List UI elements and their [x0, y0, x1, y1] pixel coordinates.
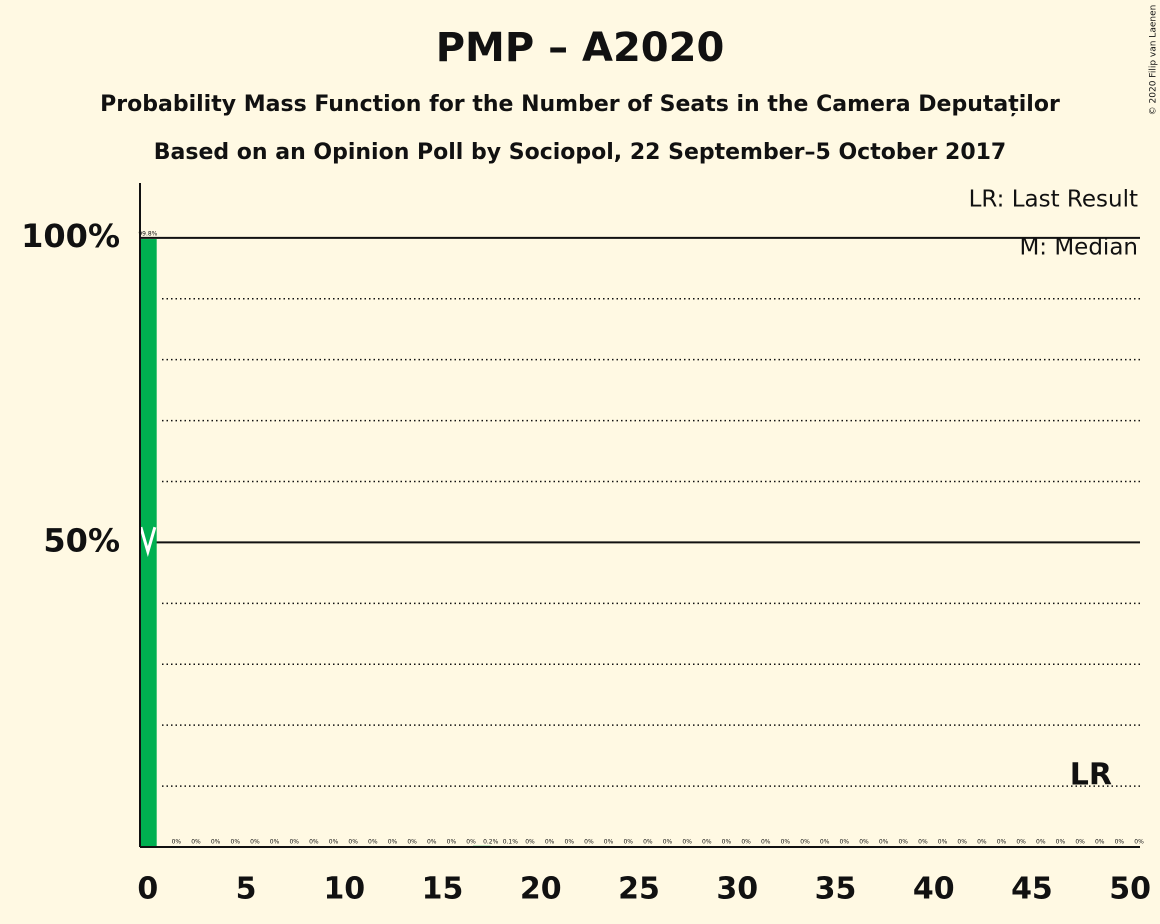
data-label: 0% [859, 839, 869, 846]
data-label: 0% [957, 839, 967, 846]
data-label: 0% [525, 839, 535, 846]
chart-title: PMP – A2020 [436, 25, 725, 71]
data-label: 0% [604, 839, 614, 846]
data-label: 0% [447, 839, 457, 846]
data-label: 0% [682, 839, 692, 846]
x-tick-label: 15 [422, 872, 464, 907]
data-label: 0% [565, 839, 575, 846]
data-label: 0% [270, 839, 280, 846]
data-label: 0% [623, 839, 633, 846]
data-label: 0% [1056, 839, 1066, 846]
x-tick-label: 50 [1109, 872, 1151, 907]
data-label: 0% [309, 839, 319, 846]
data-label: 0% [329, 839, 339, 846]
data-label: 0% [997, 839, 1007, 846]
x-tick-label: 10 [323, 872, 365, 907]
data-label: 0% [663, 839, 673, 846]
data-label: 0% [388, 839, 398, 846]
data-label: 0% [348, 839, 358, 846]
data-label: 0% [250, 839, 260, 846]
data-label: 0% [368, 839, 378, 846]
data-label: 0% [172, 839, 182, 846]
legend-entry: LR: Last Result [969, 187, 1138, 213]
data-label: 99.8% [138, 231, 157, 238]
chart-subtitle: Probability Mass Function for the Number… [100, 92, 1060, 117]
data-label: 0.2% [483, 839, 499, 846]
data-label: 0% [741, 839, 751, 846]
data-label: 0% [427, 839, 437, 846]
last-result-label: LR [1070, 758, 1112, 793]
data-label: 0% [1016, 839, 1026, 846]
x-tick-label: 30 [716, 872, 758, 907]
data-label: 0% [820, 839, 830, 846]
data-label: 0% [584, 839, 594, 846]
x-tick-label: 25 [618, 872, 660, 907]
data-label: 0% [879, 839, 889, 846]
data-label: 0% [231, 839, 241, 846]
data-label: 0% [800, 839, 810, 846]
data-label: 0% [545, 839, 555, 846]
y-tick-label: 100% [21, 217, 120, 255]
data-label: 0% [938, 839, 948, 846]
x-tick-label: 35 [815, 872, 857, 907]
data-label: 0% [466, 839, 476, 846]
data-label: 0% [702, 839, 712, 846]
data-label: 0% [1115, 839, 1125, 846]
legend-entry: M: Median [1019, 235, 1138, 261]
x-tick-label: 0 [137, 872, 158, 907]
bar [139, 239, 157, 847]
x-tick-label: 45 [1011, 872, 1053, 907]
data-label: 0% [1075, 839, 1085, 846]
data-label: 0% [761, 839, 771, 846]
y-tick-label: 50% [43, 521, 120, 559]
data-label: 0% [722, 839, 732, 846]
data-label: 0% [191, 839, 201, 846]
chart-subtitle: Based on an Opinion Poll by Sociopol, 22… [154, 140, 1007, 165]
data-label: 0% [918, 839, 928, 846]
x-tick-label: 40 [913, 872, 955, 907]
data-label: 0% [781, 839, 791, 846]
data-label: 0% [1095, 839, 1105, 846]
median-marker [139, 526, 157, 557]
data-label: 0% [643, 839, 653, 846]
data-label: 0% [211, 839, 221, 846]
data-label: 0% [1036, 839, 1046, 846]
x-tick-label: 20 [520, 872, 562, 907]
data-label: 0% [1134, 839, 1144, 846]
x-tick-label: 5 [236, 872, 257, 907]
copyright: © 2020 Filip van Laenen [1149, 5, 1159, 116]
data-label: 0% [977, 839, 987, 846]
data-label: 0.1% [503, 839, 519, 846]
data-label: 0% [898, 839, 908, 846]
data-label: 0% [289, 839, 299, 846]
data-label: 0% [840, 839, 850, 846]
data-label: 0% [407, 839, 417, 846]
